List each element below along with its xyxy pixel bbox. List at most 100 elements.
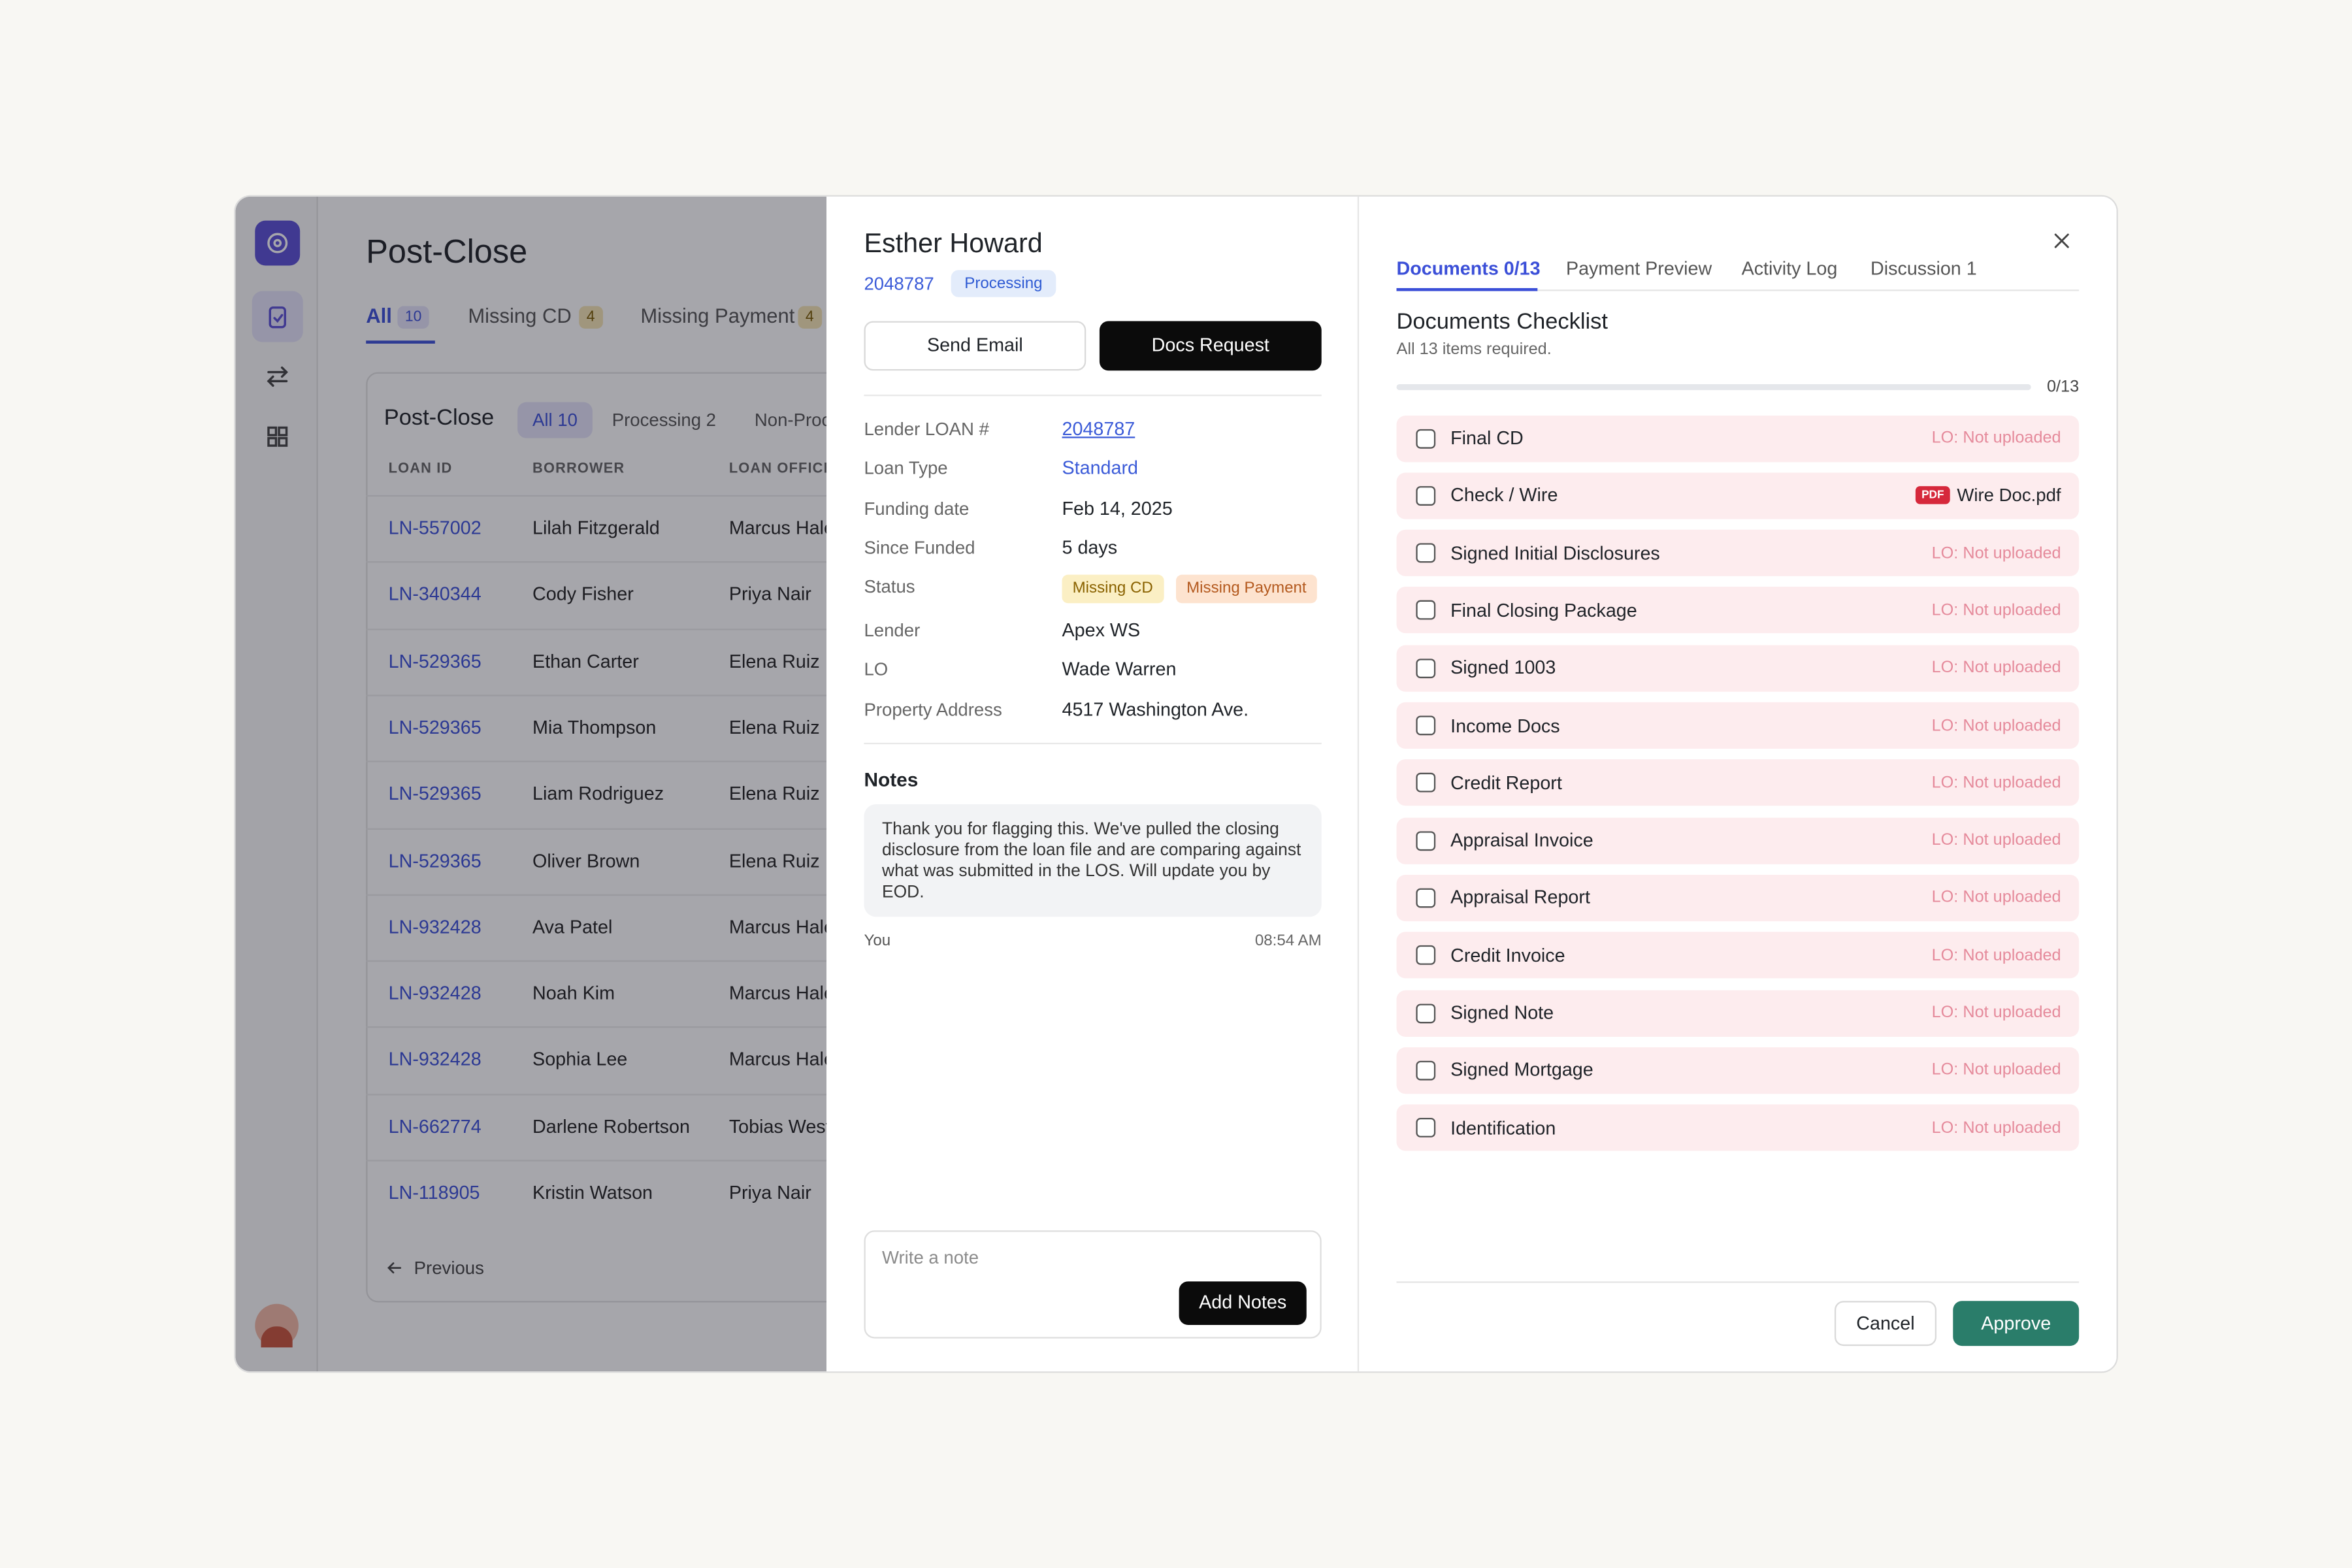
item-name: Income Docs xyxy=(1450,715,1560,736)
send-email-button[interactable]: Send Email xyxy=(864,321,1086,371)
field-value: Wade Warren xyxy=(1062,659,1177,680)
approve-button[interactable]: Approve xyxy=(1953,1301,2080,1347)
loan-id-link[interactable]: LN-529365 xyxy=(388,783,482,805)
field-label: Lender xyxy=(864,619,921,641)
nav-grid[interactable] xyxy=(264,423,291,450)
filter-tab[interactable]: All xyxy=(366,304,392,327)
table-cell: Marcus Hale xyxy=(728,916,834,938)
status-tag: Missing Payment xyxy=(1176,574,1317,604)
item-name: Signed Mortgage xyxy=(1450,1060,1593,1081)
file-link[interactable]: Wire Doc.pdf xyxy=(1957,485,2061,506)
tab-count: 4 xyxy=(579,306,602,329)
nav-transfer[interactable] xyxy=(264,363,291,390)
documents-tab[interactable]: Activity Log xyxy=(1741,258,1838,280)
note-input[interactable] xyxy=(864,1230,1322,1339)
filter-chip[interactable]: All 10 xyxy=(532,409,578,431)
filter-chip[interactable]: Processing 2 xyxy=(612,409,717,431)
table-cell: Lilah Fitzgerald xyxy=(532,517,660,539)
close-button[interactable] xyxy=(2051,229,2073,252)
documents-tab[interactable]: Payment Preview xyxy=(1565,258,1712,280)
checklist-item xyxy=(1396,529,2080,577)
loan-id-link[interactable]: LN-118905 xyxy=(388,1182,480,1203)
progress-track xyxy=(1396,384,2031,391)
item-status: LO: Not uploaded xyxy=(1931,831,2061,850)
field-label: LO xyxy=(864,659,889,680)
filter-tab[interactable]: Missing CD xyxy=(468,304,572,327)
row-divider xyxy=(366,1160,966,1162)
progress-label: 0/13 xyxy=(2046,378,2080,397)
checkbox[interactable] xyxy=(1416,773,1436,793)
column-header: LOAN ID xyxy=(388,461,453,478)
window-content: Post-Close All 10 Missing CD 4 Missing Paymen… xyxy=(235,196,2117,1372)
table-cell: Cody Fisher xyxy=(532,584,634,606)
item-name: Identification xyxy=(1450,1117,1556,1139)
loan-id-link[interactable]: LN-932428 xyxy=(388,1049,482,1071)
checkbox[interactable] xyxy=(1416,945,1436,966)
close-button-svg xyxy=(2054,233,2069,248)
previous-button[interactable]: Previous xyxy=(414,1257,484,1279)
previous-arrow-svg xyxy=(387,1262,402,1274)
divider xyxy=(864,742,1322,745)
row-divider xyxy=(366,1026,966,1029)
row-divider xyxy=(366,628,966,630)
notes-title: Notes xyxy=(864,768,919,791)
loan-id: 2048787 xyxy=(864,272,934,295)
checkbox[interactable] xyxy=(1416,600,1436,621)
item-name: Credit Report xyxy=(1450,772,1562,794)
item-status: LO: Not uploaded xyxy=(1931,716,2061,735)
cancel-button[interactable]: Cancel xyxy=(1834,1301,1937,1347)
note-author: You xyxy=(864,932,891,950)
loan-id-link[interactable]: LN-932428 xyxy=(388,916,482,938)
checklist-item xyxy=(1396,415,2080,462)
checkbox[interactable] xyxy=(1416,543,1436,563)
table-cell: Kristin Watson xyxy=(532,1182,653,1203)
loan-id-link[interactable]: LN-529365 xyxy=(388,650,482,672)
table-cell: Oliver Brown xyxy=(532,850,640,872)
loan-id-link[interactable]: LN-932428 xyxy=(388,983,482,1004)
checkbox[interactable] xyxy=(1416,888,1436,908)
checkbox[interactable] xyxy=(1416,658,1436,678)
documents-tab[interactable]: Documents 0/13 xyxy=(1396,258,1541,280)
checklist-item xyxy=(1396,472,2080,519)
item-status: LO: Not uploaded xyxy=(1931,1004,2061,1022)
field-label: Loan Type xyxy=(864,457,948,479)
previous-arrow[interactable] xyxy=(384,1258,405,1279)
table-cell: Sophia Lee xyxy=(532,1049,628,1071)
checkbox[interactable] xyxy=(1416,715,1436,736)
table-cell: Ethan Carter xyxy=(532,650,639,672)
filter-tab[interactable]: Missing Payment xyxy=(640,304,795,327)
item-name: Signed 1003 xyxy=(1450,657,1556,679)
checkbox[interactable] xyxy=(1416,1060,1436,1081)
checkbox[interactable] xyxy=(1416,485,1436,506)
note-placeholder: Write a note xyxy=(882,1247,979,1268)
row-divider xyxy=(366,894,966,896)
item-status: LO: Not uploaded xyxy=(1931,544,2061,563)
item-status: LO: Not uploaded xyxy=(1931,601,2061,620)
divider xyxy=(864,395,1322,397)
table-cell: Marcus Hale xyxy=(728,1049,834,1071)
checklist-item xyxy=(1396,587,2080,634)
sidebar xyxy=(235,196,318,1372)
nav-active[interactable] xyxy=(252,291,303,342)
loan-id-link[interactable]: LN-662774 xyxy=(388,1115,482,1137)
loan-id-link[interactable]: LN-557002 xyxy=(388,517,482,539)
tab-underline xyxy=(1396,287,1538,291)
checkbox[interactable] xyxy=(1416,428,1436,448)
table-cell: Elena Ruiz xyxy=(728,783,820,805)
checkbox[interactable] xyxy=(1416,1003,1436,1023)
nav-grid-svg xyxy=(267,426,288,447)
add-notes-button[interactable]: Add Notes xyxy=(1179,1281,1307,1325)
checkbox[interactable] xyxy=(1416,830,1436,851)
loan-id-link[interactable]: LN-529365 xyxy=(388,717,482,738)
documents-tab[interactable]: Discussion 1 xyxy=(1870,258,1977,280)
checkbox[interactable] xyxy=(1416,1118,1436,1138)
docs-request-button[interactable]: Docs Request xyxy=(1099,321,1322,371)
nav-checklist[interactable] xyxy=(264,303,291,330)
loan-id-link[interactable]: LN-529365 xyxy=(388,850,482,872)
loan-number-link[interactable]: 2048787 xyxy=(1062,418,1135,440)
status-tag: Missing CD xyxy=(1062,574,1164,604)
field-value: 4517 Washington Ave. xyxy=(1062,699,1249,721)
filter-pill xyxy=(517,402,593,438)
loan-id-link[interactable]: LN-340344 xyxy=(388,584,482,606)
